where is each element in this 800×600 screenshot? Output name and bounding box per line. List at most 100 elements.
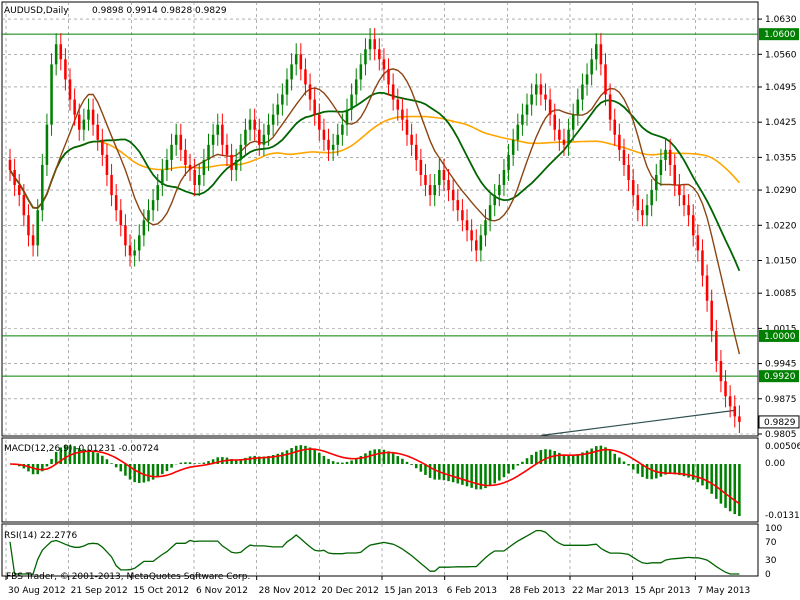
moving-averages [9, 68, 741, 355]
macd-bar [728, 464, 732, 512]
candle-body [59, 44, 63, 60]
macd-bar [354, 458, 358, 464]
macd-bar [184, 462, 187, 464]
macd-tick-label: 0.00 [765, 459, 785, 469]
macd-bar [424, 464, 427, 475]
macd-bar [64, 445, 67, 464]
candle-body [294, 54, 298, 65]
rsi-tick-label: 30 [765, 556, 777, 566]
candle-body [488, 205, 492, 221]
candle-body [507, 154, 510, 170]
macd-bar [378, 449, 381, 464]
candle-body [73, 99, 76, 115]
macd-bar [161, 464, 164, 475]
macd-bar [271, 455, 275, 464]
candle-body [562, 139, 566, 145]
candle-body [705, 275, 709, 301]
candlesticks [8, 28, 741, 433]
macd-bar [359, 456, 363, 464]
candle-body [359, 64, 363, 80]
current-price-label: 0.9829 [764, 418, 796, 428]
main-pane[interactable] [1, 1, 759, 437]
candle-body [64, 59, 67, 80]
candle-body [41, 164, 44, 211]
macd-bar [294, 445, 298, 464]
macd-bar [327, 458, 330, 464]
candle-body [82, 119, 86, 130]
candle-body [442, 169, 446, 181]
time-tick-label: 28 Nov 2012 [259, 586, 317, 596]
candle-body [161, 169, 164, 186]
macd-bar [239, 459, 243, 464]
candle-body [627, 164, 630, 181]
candle-body [165, 159, 169, 170]
macd-bar [631, 464, 635, 470]
macd-bar [645, 464, 649, 479]
macd-bar [147, 464, 150, 482]
candle-body [502, 169, 506, 186]
candle-body [687, 205, 690, 216]
macd-bar [50, 458, 53, 464]
macd-bar [419, 464, 423, 472]
macd-bar [668, 464, 672, 474]
macd-bar [124, 464, 127, 476]
candle-body [17, 185, 21, 196]
candle-body [544, 94, 547, 100]
candle-body [96, 124, 99, 140]
macd-bar [562, 454, 566, 464]
macd-bar [498, 464, 501, 481]
candle-body [151, 200, 155, 211]
macd-bar [401, 458, 404, 464]
macd-bar [447, 464, 450, 482]
candle-body [239, 144, 243, 160]
candle-body [350, 94, 353, 110]
price-tick-label: 1.0495 [765, 83, 797, 93]
macd-bar [558, 452, 561, 464]
rsi-tick-label: 100 [765, 524, 782, 534]
macd-bar [27, 464, 30, 472]
candle-body [645, 205, 649, 216]
rsi-pane[interactable] [1, 523, 759, 577]
time-tick-label: 30 Aug 2012 [8, 586, 66, 596]
time-tick-label: 6 Feb 2013 [447, 586, 497, 596]
candle-body [68, 79, 72, 100]
price-tick-label: 1.0220 [765, 221, 797, 231]
macd-bar [350, 460, 353, 464]
macd-bar [696, 464, 700, 483]
candle-body [581, 84, 584, 100]
macd-bar [627, 464, 630, 466]
ma-orange-line [9, 115, 741, 209]
macd-bar [151, 464, 155, 480]
candle-body [345, 109, 349, 125]
macd-bar [170, 464, 173, 468]
macd-bar [641, 464, 644, 477]
candle-body [211, 134, 215, 145]
level-price-label: 1.0600 [764, 30, 796, 40]
candle-body [91, 109, 95, 125]
macd-bar [341, 462, 344, 464]
price-tick-label: 0.9875 [765, 395, 797, 405]
macd-bar [484, 464, 487, 489]
macd-bar [396, 456, 400, 464]
macd-bar [276, 453, 280, 464]
rsi-tick-label: 0 [765, 570, 771, 580]
candle-body [516, 124, 520, 140]
candle-body [659, 159, 663, 175]
candle-body [618, 134, 621, 150]
candle-body [548, 99, 552, 115]
candle-body [77, 114, 81, 130]
candle-body [285, 79, 289, 95]
macd-bar [516, 464, 520, 466]
candle-body [585, 74, 589, 85]
candle-body [276, 104, 280, 115]
candle-body [354, 79, 358, 95]
candle-body [641, 210, 644, 216]
macd-bar [595, 446, 598, 464]
candle-body [391, 84, 395, 100]
candle-body [673, 164, 677, 186]
macd-bar [738, 464, 741, 516]
candle-body [498, 185, 501, 196]
candle-body [701, 250, 704, 276]
candle-body [36, 210, 39, 246]
ma-brown-line [9, 68, 741, 355]
